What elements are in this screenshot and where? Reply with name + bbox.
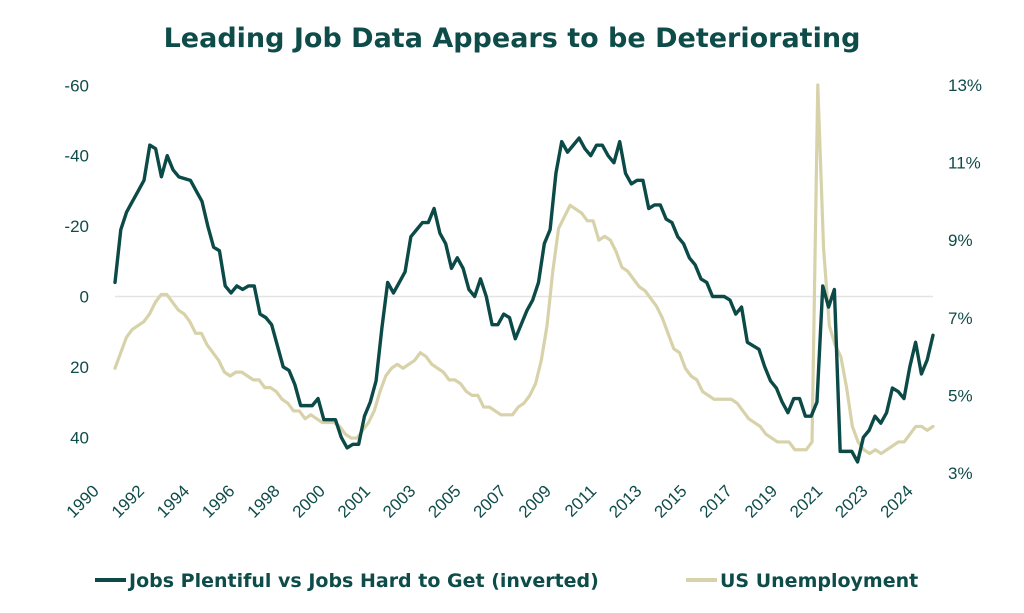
series-line-jobs-plentiful (113, 136, 935, 464)
right-tick-label: 5% (948, 386, 973, 405)
x-tick-label: 2013 (605, 481, 645, 521)
chart-title: Leading Job Data Appears to be Deteriora… (164, 23, 861, 54)
left-axis-ticks: -60 -40 -20 0 20 40 (64, 76, 89, 447)
x-axis-ticks: 1990 1992 1994 1996 1998 2000 2001 2003 2005 2007… (63, 481, 917, 521)
x-tick-label: 2005 (424, 481, 464, 521)
series-group (113, 83, 935, 464)
x-tick-label: 1998 (244, 481, 284, 521)
legend-label-unemployment: US Unemployment (720, 570, 918, 592)
left-tick-label: -60 (64, 76, 89, 95)
left-tick-label: -20 (64, 217, 89, 236)
x-tick-label: 2019 (741, 481, 781, 521)
left-tick-label: 0 (80, 288, 89, 307)
x-tick-label: 2009 (515, 481, 555, 521)
right-tick-label: 7% (948, 309, 973, 328)
right-tick-label: 13% (948, 76, 982, 95)
x-tick-label: 2000 (289, 481, 329, 521)
legend: Jobs Plentiful vs Jobs Hard to Get (inve… (95, 570, 918, 592)
x-tick-label: 2015 (651, 481, 691, 521)
left-tick-label: 20 (70, 358, 89, 377)
left-tick-label: -40 (64, 147, 89, 166)
right-tick-label: 3% (948, 464, 973, 483)
left-tick-label: 40 (70, 428, 89, 447)
right-tick-label: 11% (948, 154, 981, 173)
x-tick-label: 2024 (877, 481, 917, 521)
x-tick-label: 1990 (63, 481, 103, 521)
legend-label-jobs: Jobs Plentiful vs Jobs Hard to Get (inve… (127, 570, 599, 592)
x-tick-label: 2021 (786, 481, 826, 521)
x-tick-label: 1994 (153, 481, 193, 521)
x-tick-label: 2003 (379, 481, 419, 521)
x-tick-label: 2017 (696, 481, 736, 521)
x-tick-label: 1996 (198, 481, 238, 521)
x-tick-label: 2023 (831, 481, 871, 521)
x-tick-label: 2001 (334, 481, 374, 521)
x-tick-label: 2007 (470, 481, 510, 521)
x-tick-label: 2011 (561, 481, 600, 520)
right-tick-label: 9% (948, 231, 973, 250)
series-line-us-unemployment (113, 83, 935, 456)
right-axis-ticks: 13% 11% 9% 7% 5% 3% (948, 76, 982, 483)
x-tick-label: 1992 (108, 481, 148, 521)
